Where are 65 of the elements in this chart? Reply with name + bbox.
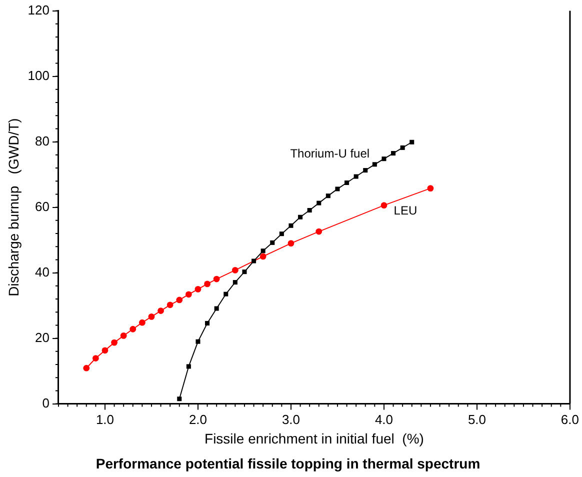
point <box>354 174 358 179</box>
y-axis-title: Discharge burnup (GWD/T) <box>5 118 22 296</box>
point <box>382 156 386 162</box>
point <box>326 194 330 198</box>
y-tick-label: 60 <box>35 198 50 214</box>
point <box>242 270 247 274</box>
point <box>363 168 368 173</box>
point <box>204 280 210 288</box>
point <box>316 228 322 235</box>
point <box>232 266 238 274</box>
point <box>307 208 312 213</box>
point <box>148 313 155 320</box>
point <box>316 200 322 206</box>
point <box>176 296 183 304</box>
point <box>427 185 434 192</box>
point <box>120 332 127 339</box>
y-tick-label: 100 <box>28 68 50 83</box>
point <box>92 355 99 362</box>
point <box>166 302 174 308</box>
point <box>391 151 396 156</box>
point <box>224 292 228 296</box>
point <box>344 180 350 185</box>
x-tick-label: 3.0 <box>282 412 300 428</box>
point <box>400 145 405 150</box>
point <box>111 339 118 346</box>
y-tick-label: 0 <box>42 395 50 410</box>
y-tick-label: 20 <box>35 330 50 345</box>
y-tick-label: 120 <box>28 2 50 18</box>
point <box>138 319 146 326</box>
x-tick-label: 1.0 <box>96 412 114 428</box>
point <box>260 248 266 254</box>
point <box>158 308 164 314</box>
point <box>380 202 388 209</box>
point <box>335 186 340 192</box>
point <box>288 223 294 228</box>
x-tick-label: 5.0 <box>468 412 486 428</box>
point <box>288 240 294 247</box>
x-tick-label: 6.0 <box>560 412 580 428</box>
point <box>83 364 90 372</box>
point <box>214 306 219 311</box>
point <box>252 258 256 264</box>
point <box>194 286 202 292</box>
point <box>410 140 414 144</box>
point <box>205 320 210 326</box>
x-tick-label: 2.0 <box>188 412 208 428</box>
point <box>260 253 266 260</box>
y-tick-label: 80 <box>35 133 50 148</box>
x-axis-title: Fissile enrichment in initial fuel (%) <box>204 430 424 447</box>
point <box>298 214 303 220</box>
point <box>279 232 284 236</box>
y-tick-label: 40 <box>35 264 50 280</box>
point <box>177 396 182 402</box>
series-label: Thorium-U fuel <box>290 146 370 160</box>
point <box>130 326 136 332</box>
point <box>270 240 275 245</box>
point <box>213 276 220 282</box>
point <box>102 347 108 354</box>
text: Performance potential fissile topping in thermal spectrum <box>96 455 480 472</box>
series-label: LEU <box>394 204 418 218</box>
point <box>196 339 200 344</box>
point <box>372 162 377 167</box>
x-tick-label: 4.0 <box>374 412 394 428</box>
point <box>186 364 191 369</box>
point <box>232 280 238 285</box>
point <box>185 291 192 298</box>
